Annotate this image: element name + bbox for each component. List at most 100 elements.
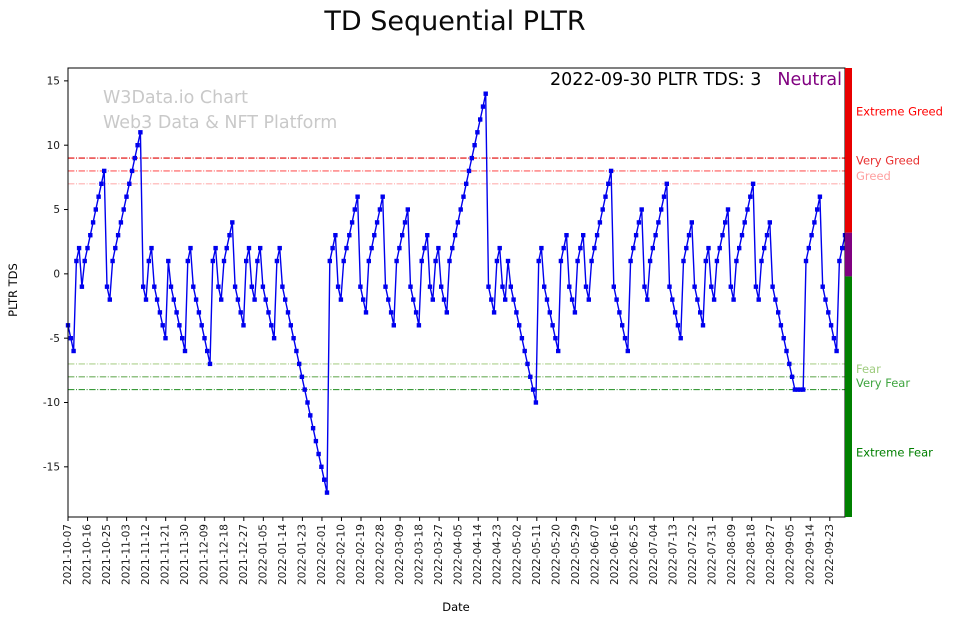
tds-marker — [416, 323, 422, 328]
tds-marker — [711, 297, 717, 302]
tds-marker — [146, 258, 151, 264]
tds-marker — [347, 233, 352, 238]
tds-marker — [283, 297, 288, 302]
tds-marker — [118, 220, 124, 225]
tds-marker — [291, 336, 296, 341]
current-reading: 2022-09-30 PLTR TDS: 3 Neutral — [550, 70, 842, 90]
x-tick-label: 2022-05-29 — [570, 524, 582, 585]
x-tick-label: 2021-10-25 — [101, 524, 113, 585]
tds-marker — [163, 336, 168, 341]
tds-marker — [138, 130, 143, 135]
tds-marker — [745, 207, 750, 212]
x-tick-label: 2022-03-27 — [433, 524, 445, 585]
tds-marker — [188, 245, 193, 251]
tds-marker — [753, 284, 759, 289]
x-tick-label: 2022-08-18 — [746, 524, 758, 585]
tds-marker — [472, 143, 477, 148]
tds-marker — [157, 310, 163, 315]
tds-marker — [639, 207, 644, 212]
tds-marker — [369, 245, 374, 251]
tds-marker — [586, 297, 591, 302]
tds-marker — [486, 284, 491, 289]
tds-marker — [285, 310, 291, 315]
x-tick-label: 2021-12-18 — [218, 524, 230, 585]
tds-marker — [216, 284, 221, 289]
tds-marker — [388, 310, 394, 315]
tds-marker — [74, 258, 79, 264]
tds-marker — [700, 323, 706, 328]
x-tick-label: 2021-11-12 — [140, 524, 152, 585]
tds-marker — [622, 336, 628, 341]
tds-marker — [692, 284, 697, 289]
x-tick-label: 2022-02-28 — [375, 524, 387, 585]
x-tick-label: 2022-07-22 — [687, 524, 699, 585]
tds-marker — [611, 284, 616, 289]
tds-marker — [450, 245, 455, 251]
tds-marker — [394, 258, 399, 264]
tds-marker — [583, 284, 589, 289]
tds-marker — [469, 155, 474, 161]
page-title: TD Sequential PLTR — [324, 6, 586, 37]
tds-marker — [260, 284, 266, 289]
tds-marker — [193, 297, 199, 302]
tds-marker — [174, 310, 179, 315]
tds-marker — [115, 233, 121, 238]
y-tick-label: -15 — [43, 461, 60, 473]
tds-marker — [491, 310, 497, 315]
tds-marker — [720, 233, 725, 238]
tds-marker — [686, 233, 692, 238]
zone-label-extreme-fear: Extreme Fear — [856, 446, 933, 460]
tds-marker — [104, 284, 110, 289]
tds-marker — [341, 258, 346, 264]
y-tick-label: -10 — [43, 397, 60, 409]
tds-marker — [168, 284, 174, 289]
tds-marker — [121, 207, 126, 212]
tds-marker — [617, 310, 622, 315]
tds-marker — [93, 207, 98, 212]
tds-marker — [96, 194, 101, 199]
x-tick-label: 2022-09-23 — [824, 524, 836, 585]
tds-marker — [219, 297, 224, 302]
x-tick-label: 2022-03-09 — [394, 524, 406, 585]
tds-marker — [427, 284, 433, 289]
x-tick-label: 2022-03-18 — [414, 524, 426, 585]
y-tick-label: 10 — [47, 140, 60, 152]
tds-marker — [213, 245, 218, 251]
tds-marker — [475, 130, 480, 135]
tds-marker — [767, 220, 772, 225]
current-sentiment-label: Neutral — [777, 70, 842, 90]
zone-label-very-fear: Very Fear — [856, 376, 910, 390]
tds-marker — [210, 258, 215, 264]
tds-marker — [330, 245, 335, 251]
tds-marker — [405, 207, 410, 212]
tds-marker — [464, 181, 469, 186]
tds-marker — [608, 168, 614, 174]
tds-marker — [380, 194, 385, 199]
tds-marker — [575, 258, 580, 264]
tds-marker — [564, 233, 569, 238]
tds-marker — [400, 233, 405, 238]
tds-marker — [383, 284, 388, 289]
tds-marker — [483, 91, 488, 96]
x-tick-label: 2021-11-21 — [160, 524, 172, 585]
tds-marker — [606, 181, 611, 186]
tds-marker — [592, 245, 597, 251]
tds-marker — [550, 323, 555, 328]
x-tick-label: 2022-01-23 — [296, 524, 308, 585]
tds-marker — [439, 284, 444, 289]
tds-marker — [497, 245, 502, 251]
tds-marker — [113, 245, 118, 251]
tds-marker — [391, 323, 396, 328]
x-tick-label: 2022-06-25 — [628, 524, 640, 585]
tds-marker — [675, 323, 681, 328]
tds-marker — [358, 284, 363, 289]
tds-marker — [335, 284, 341, 289]
tds-marker — [366, 258, 371, 264]
tds-marker — [344, 245, 349, 251]
tds-marker — [372, 233, 377, 238]
tds-marker — [494, 258, 500, 264]
tds-marker — [505, 258, 511, 264]
x-tick-label: 2022-04-05 — [453, 524, 465, 585]
watermark: W3Data.io Chart Web3 Data & NFT Platform — [103, 86, 337, 137]
tds-marker — [322, 477, 327, 482]
